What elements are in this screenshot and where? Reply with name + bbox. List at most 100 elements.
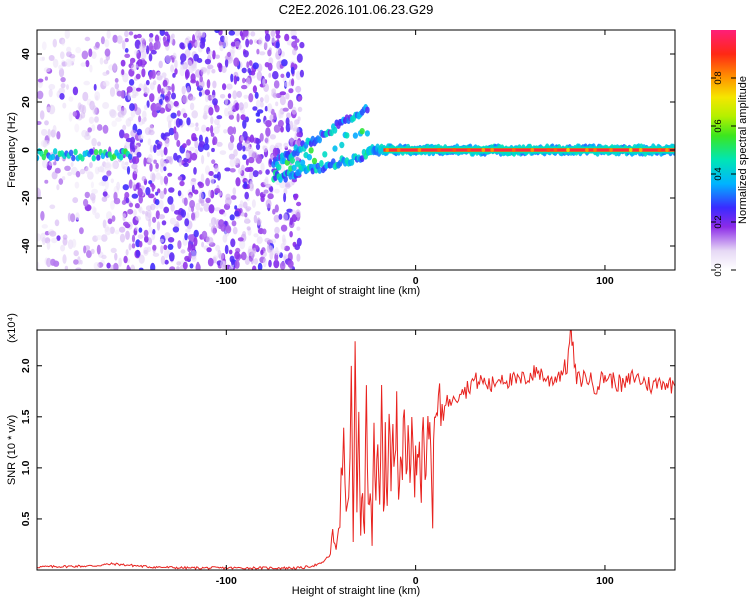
spectrogram-marks bbox=[37, 30, 675, 270]
spectrogram-cell-1237 bbox=[247, 146, 254, 153]
spectrogram-cell-1036 bbox=[262, 145, 268, 153]
spectrogram-cell-984 bbox=[210, 125, 214, 134]
spectrogram-cell-336 bbox=[163, 206, 170, 214]
spectrogram-cell-969 bbox=[229, 134, 235, 143]
spectrogram-cell-23 bbox=[62, 102, 67, 109]
spectrogram-cell-1340 bbox=[179, 42, 185, 49]
spectrogram-cell-1016 bbox=[248, 171, 254, 181]
spectrogram-cell-986 bbox=[124, 161, 129, 166]
spectrogram-cell-1313 bbox=[186, 59, 193, 69]
spectrogram-cell-1262 bbox=[196, 261, 200, 270]
spectrogram-cell-726 bbox=[273, 80, 280, 89]
snr-panel: -100 0 100 0.5 1.0 1.5 2.0 Height of straight … bbox=[6, 313, 676, 597]
spectrogram-cell-1060 bbox=[173, 100, 179, 107]
spectrogram-cell-1384 bbox=[89, 148, 94, 155]
spectrogram-cell-673 bbox=[201, 154, 205, 165]
spectrogram-cell-474 bbox=[199, 207, 203, 212]
spectrogram-cell-1530 bbox=[359, 128, 365, 135]
spectrogram-cell-636 bbox=[253, 214, 258, 224]
spectrogram-cell-844 bbox=[245, 77, 251, 87]
spectrogram-cell-1221 bbox=[159, 158, 165, 167]
spectrogram-cell-163 bbox=[112, 62, 117, 72]
spectrogram-cell-1448 bbox=[300, 159, 306, 166]
spectrogram-cell-1295 bbox=[299, 69, 304, 78]
spectrogram-cell-1070 bbox=[180, 209, 186, 218]
spectrogram-cell-250 bbox=[48, 83, 56, 90]
spectrogram-cell-1191 bbox=[136, 151, 142, 158]
spectrogram-cell-1281 bbox=[296, 201, 302, 207]
spectrogram-cell-298 bbox=[286, 40, 293, 46]
spectrogram-cell-1781 bbox=[553, 148, 558, 152]
spectrogram-cell-1259 bbox=[121, 69, 125, 76]
spectrogram-cell-487 bbox=[180, 249, 186, 254]
spectrogram-cell-1401 bbox=[127, 153, 133, 160]
spectrogram-cell-910 bbox=[233, 149, 238, 157]
spectrogram-cell-141 bbox=[100, 36, 105, 45]
spectrogram-cell-937 bbox=[226, 83, 233, 90]
spectrogram-cell-817 bbox=[128, 79, 135, 86]
spectrogram-cell-112 bbox=[101, 196, 108, 202]
spectrogram-cell-31 bbox=[97, 141, 101, 147]
spectrogram-cell-1432 bbox=[289, 157, 295, 164]
spectrogram-cell-1213 bbox=[136, 52, 141, 59]
spectrogram-cell-1342 bbox=[210, 175, 215, 185]
spectrogram-cell-1360 bbox=[37, 154, 40, 162]
spectrogram-cell-1314 bbox=[134, 203, 140, 209]
spectrogram-cell-777 bbox=[126, 166, 131, 175]
spectrogram-cell-189 bbox=[40, 139, 48, 148]
spectrogram-cell-1055 bbox=[260, 162, 265, 172]
colorbar-tick-label-1: 0.2 bbox=[713, 215, 724, 228]
spectrogram-cell-560 bbox=[174, 68, 178, 75]
colorbar-tick-label-0: 0.0 bbox=[713, 263, 724, 276]
spectrogram-cell-662 bbox=[228, 114, 234, 120]
spectrogram-cell-1138 bbox=[123, 221, 129, 227]
spectrogram-cell-1258 bbox=[272, 147, 278, 158]
spectrogram-cell-1308 bbox=[171, 83, 175, 93]
spectrogram-cell-151 bbox=[101, 254, 107, 260]
spectrogram-cell-1174 bbox=[147, 138, 152, 146]
spectrogram-cell-1142 bbox=[233, 57, 240, 67]
spectrogram-cell-800 bbox=[176, 139, 181, 148]
spectrogram-cell-1233 bbox=[161, 72, 167, 78]
spectrogram-cell-1310 bbox=[169, 266, 176, 270]
spectrogram-cell-895 bbox=[286, 208, 293, 213]
spectrogram-cell-708 bbox=[290, 30, 297, 37]
spectrogram-cell-1169 bbox=[287, 260, 294, 268]
spectrogram-cell-811 bbox=[267, 193, 274, 200]
spectrogram-cell-1249 bbox=[148, 129, 155, 136]
spectrogram-cell-927 bbox=[127, 116, 134, 122]
spectrogram-cell-1172 bbox=[243, 181, 248, 189]
spectrogram-cell-111 bbox=[110, 178, 115, 184]
spectrogram-cell-409 bbox=[228, 153, 235, 160]
spectrogram-cell-963 bbox=[191, 110, 198, 119]
spectrogram-cell-1235 bbox=[162, 79, 168, 88]
spectrogram-cell-17 bbox=[41, 41, 47, 51]
spectrogram-cell-1265 bbox=[150, 102, 157, 113]
spectrogram-cell-783 bbox=[208, 106, 214, 116]
spectrogram-cell-740 bbox=[177, 240, 182, 250]
spectrogram-cell-1397 bbox=[118, 154, 124, 161]
spectrogram-cell-903 bbox=[243, 50, 249, 58]
spectrogram-cell-565 bbox=[272, 208, 276, 215]
spectrogram-cell-839 bbox=[283, 192, 287, 203]
spectrogram-cell-995 bbox=[122, 213, 127, 218]
spectrogram-cell-1492 bbox=[332, 145, 338, 152]
x-tick-label-2: 100 bbox=[596, 275, 614, 287]
spectrogram-cell-194 bbox=[54, 167, 61, 174]
spectrogram-cell-1330 bbox=[234, 157, 240, 166]
spectrogram-cell-1355 bbox=[206, 247, 212, 253]
spectrogram-cell-1185 bbox=[131, 163, 138, 170]
spectrogram-cell-1294 bbox=[209, 222, 213, 227]
spectrogram-cell-1073 bbox=[186, 85, 190, 94]
spectrogram-cell-1109 bbox=[251, 74, 256, 79]
spectrogram-cell-523 bbox=[153, 144, 157, 153]
spectrogram-cell-1363 bbox=[41, 153, 46, 161]
spectrogram-cell-843 bbox=[255, 188, 260, 197]
spectrogram-cell-1187 bbox=[143, 229, 149, 237]
spectrogram-cell-645 bbox=[239, 200, 244, 207]
spectrogram-cell-996 bbox=[154, 40, 161, 50]
spectrogram-cell-821 bbox=[168, 127, 175, 136]
spectrogram-cell-994 bbox=[230, 41, 236, 47]
spectrogram-cell-1239 bbox=[252, 62, 259, 70]
spectrogram-cell-1072 bbox=[251, 151, 258, 160]
